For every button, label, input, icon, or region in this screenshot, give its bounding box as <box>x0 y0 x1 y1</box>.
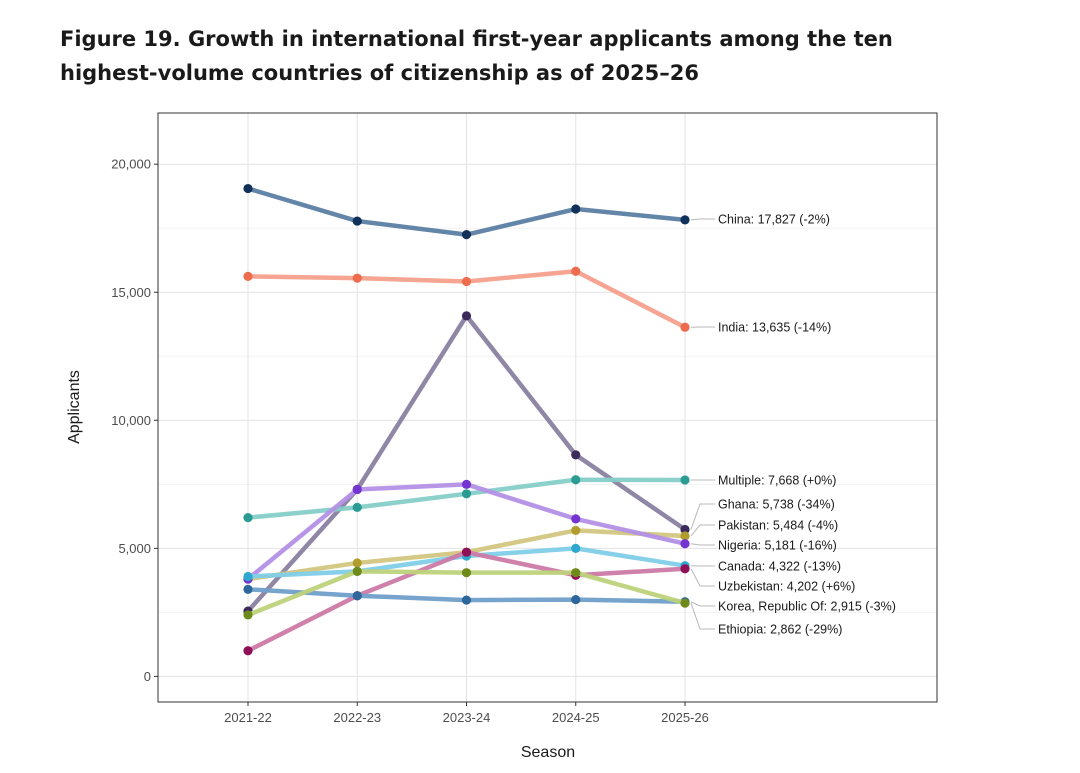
x-axis-ticks: 2021-22 2022-23 2023-24 2024-25 2025-26 <box>224 702 709 725</box>
plot-panel-border <box>157 112 938 703</box>
end-label-china: China: 17,827 (-2%) <box>718 213 830 227</box>
leader-line-nigeria <box>690 543 715 546</box>
data-point-ghana <box>461 311 472 321</box>
series-lines <box>243 183 690 656</box>
series-nigeria <box>243 479 690 584</box>
data-point-uzbekistan <box>680 564 690 574</box>
end-label-ethiopia: Ethiopia: 2,862 (-29%) <box>718 623 842 637</box>
data-point-multiple <box>352 502 362 512</box>
data-point-pakistan <box>680 531 690 541</box>
x-tick-label: 2021-22 <box>224 710 272 725</box>
data-point-nigeria <box>680 539 690 549</box>
data-point-multiple <box>461 489 472 499</box>
y-tick-label: 10,000 <box>111 413 151 428</box>
x-tick-label: 2023-24 <box>443 710 491 725</box>
end-label-pakistan: Pakistan: 5,484 (-4%) <box>718 519 838 533</box>
x-axis-title: Season <box>521 744 575 761</box>
data-point-ethiopia <box>243 610 253 620</box>
data-point-korea-republic-of <box>352 591 362 601</box>
leader-line-ghana <box>690 503 715 530</box>
data-point-china <box>461 230 472 240</box>
y-tick-label: 20,000 <box>111 157 151 172</box>
data-point-china <box>243 183 253 194</box>
data-point-ethiopia <box>461 568 472 578</box>
data-point-nigeria <box>461 479 472 489</box>
data-point-nigeria <box>352 484 362 495</box>
x-tick-label: 2025-26 <box>661 710 709 725</box>
y-tick-label: 0 <box>144 669 151 684</box>
end-label-canada: Canada: 4,322 (-13%) <box>718 560 841 574</box>
data-point-uzbekistan <box>243 646 253 656</box>
data-point-ghana <box>571 450 581 460</box>
series-multiple <box>243 475 690 523</box>
leader-line-china <box>690 218 715 221</box>
x-tick-label: 2024-25 <box>552 710 600 725</box>
data-point-india <box>243 271 253 281</box>
data-point-korea-republic-of <box>461 595 472 605</box>
data-point-china <box>680 215 690 225</box>
series-ethiopia <box>243 566 690 620</box>
leader-line-korea-republic-of <box>690 601 715 607</box>
series-india <box>243 266 690 332</box>
end-labels: China: 17,827 (-2%) India: 13,635 (-14%) G… <box>690 213 896 637</box>
series-china <box>243 183 690 240</box>
data-point-china <box>352 216 362 226</box>
y-tick-label: 15,000 <box>111 285 151 300</box>
end-label-multiple: Multiple: 7,668 (+0%) <box>718 474 836 488</box>
y-tick-label: 5,000 <box>118 541 151 556</box>
data-point-korea-republic-of <box>571 594 581 605</box>
data-point-india <box>352 273 362 283</box>
gridlines <box>158 113 937 702</box>
data-point-multiple <box>680 475 690 485</box>
data-point-india <box>680 322 690 332</box>
data-point-ghana <box>680 524 690 535</box>
series-korea-republic-of <box>243 584 690 607</box>
end-label-korea-republic-of: Korea, Republic Of: 2,915 (-3%) <box>718 600 896 614</box>
leader-line-pakistan <box>690 524 715 537</box>
y-axis-title: Applicants <box>66 370 83 444</box>
end-label-india: India: 13,635 (-14%) <box>718 321 831 335</box>
data-point-nigeria <box>571 514 581 524</box>
data-point-ethiopia <box>352 566 362 576</box>
data-point-pakistan <box>571 525 581 536</box>
data-point-multiple <box>571 475 581 485</box>
y-axis-ticks: 0 5,000 10,000 15,000 20,000 <box>111 157 158 684</box>
data-point-canada <box>571 543 581 553</box>
end-label-ghana: Ghana: 5,738 (-34%) <box>718 498 835 512</box>
data-point-canada <box>243 571 253 582</box>
figure-title: Figure 19. Growth in international first… <box>60 27 893 85</box>
data-point-china <box>571 204 581 214</box>
leader-line-ethiopia <box>690 602 715 630</box>
data-point-india <box>461 276 472 287</box>
leader-line-uzbekistan <box>690 568 715 587</box>
data-point-ethiopia <box>680 598 690 608</box>
data-point-korea-republic-of <box>243 584 253 594</box>
data-point-uzbekistan <box>461 547 472 557</box>
data-point-ethiopia <box>571 568 581 578</box>
end-label-uzbekistan: Uzbekistan: 4,202 (+6%) <box>718 580 855 594</box>
end-label-nigeria: Nigeria: 5,181 (-16%) <box>718 539 837 553</box>
data-point-india <box>571 266 581 276</box>
x-tick-label: 2022-23 <box>333 710 381 725</box>
data-point-multiple <box>243 513 253 523</box>
data-point-pakistan <box>352 558 362 568</box>
